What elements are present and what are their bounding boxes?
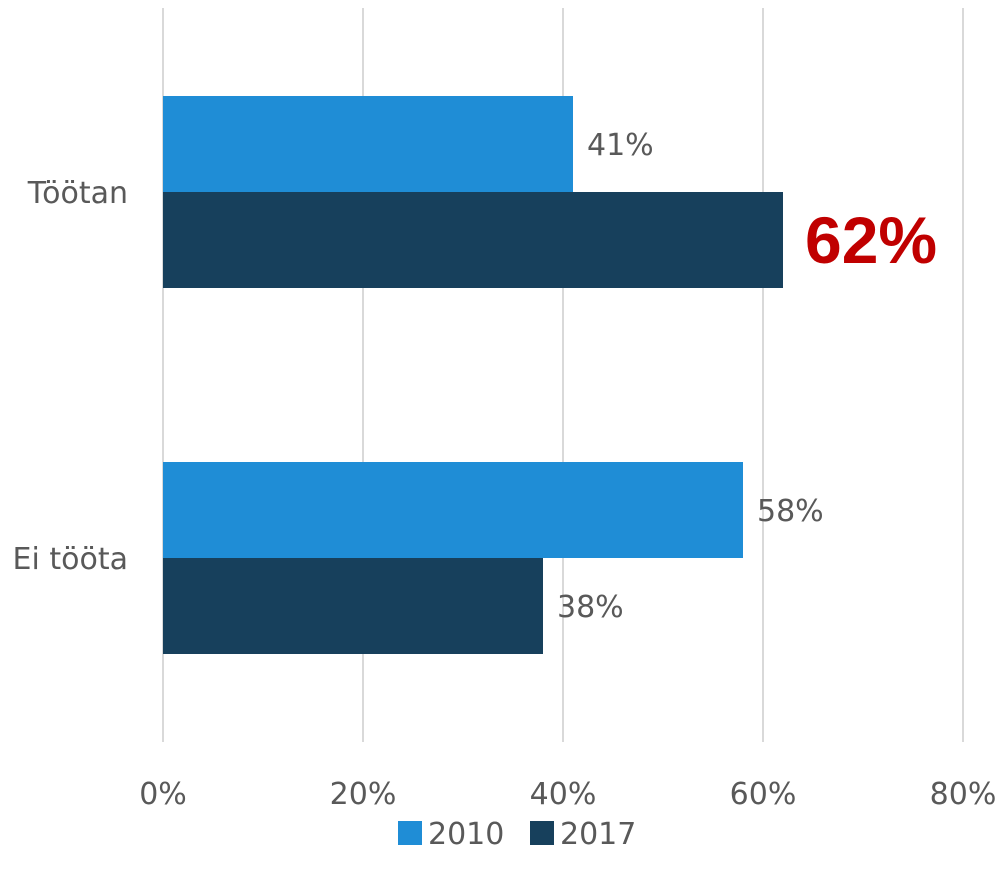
legend-label-2017: 2017 [560,817,636,852]
legend: 2010 2017 [398,817,636,852]
legend-label-2010: 2010 [428,817,504,852]
category-label: Ei tööta [13,542,128,577]
category-label: Töötan [27,176,128,211]
x-tick-label: 80% [930,777,997,812]
x-tick-label: 20% [330,777,397,812]
data-label: 38% [557,590,624,625]
x-tick-label: 40% [530,777,597,812]
category-labels: Töötan Ei tööta [13,176,128,577]
bar-2010-ei-toota [163,462,743,558]
x-tick-label: 60% [730,777,797,812]
highlighted-data-label: 62% [805,203,937,277]
legend-swatch-2010 [398,821,422,845]
bar-2017-tootan [163,192,783,288]
data-label: 41% [587,128,654,163]
legend-swatch-2017 [530,821,554,845]
data-label: 58% [757,494,824,529]
x-axis-tick-labels: 0% 20% 40% 60% 80% [139,777,996,812]
x-tick-label: 0% [139,777,187,812]
bar-2017-ei-toota [163,558,543,654]
bars [163,96,783,654]
data-labels: 41% 62% 58% 38% [557,128,937,625]
bar-2010-tootan [163,96,573,192]
